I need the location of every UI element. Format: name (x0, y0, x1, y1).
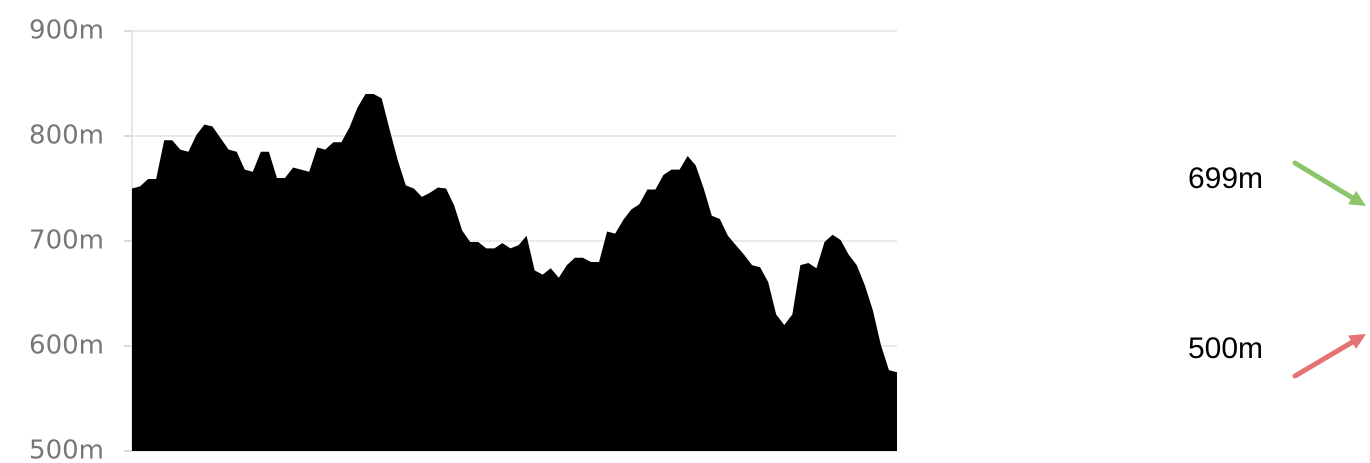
elevation-area (132, 94, 897, 451)
arrow-head (1348, 334, 1366, 349)
y-tick-label: 500m (29, 436, 104, 463)
y-tick-label: 900m (29, 16, 104, 46)
y-tick-label: 800m (29, 121, 104, 151)
y-tick-label: 700m (29, 226, 104, 256)
arrow-head (1348, 190, 1366, 206)
annotation-label: 500m (1188, 332, 1263, 365)
y-tick-label: 600m (29, 331, 104, 361)
annotation-arrow (1292, 336, 1360, 379)
annotation-arrow (1292, 160, 1360, 204)
annotation-label: 699m (1188, 162, 1263, 195)
